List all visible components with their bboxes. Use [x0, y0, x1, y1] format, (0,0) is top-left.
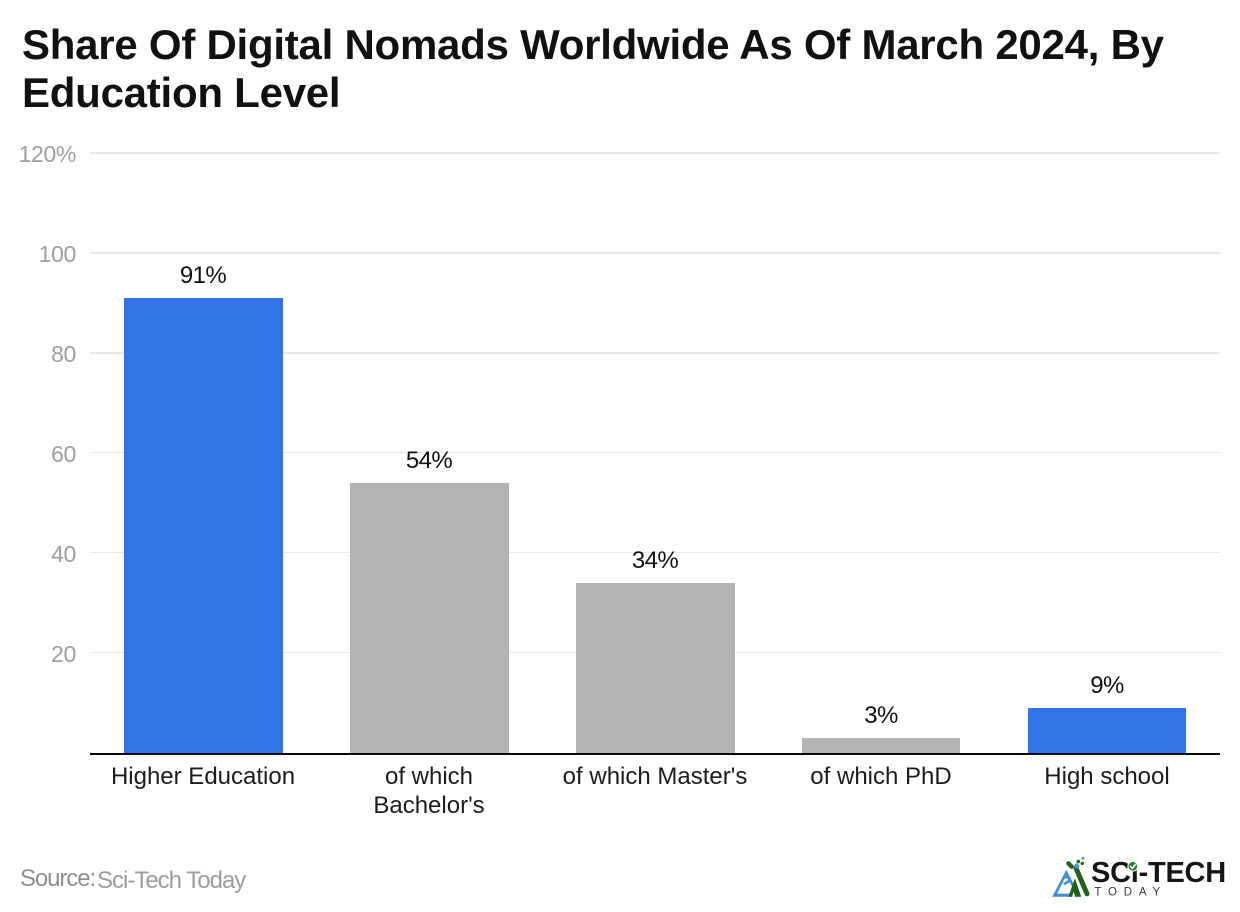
svg-text:SCı-TECH: SCı-TECH: [1091, 857, 1226, 889]
svg-text:TODAY: TODAY: [1094, 886, 1167, 898]
